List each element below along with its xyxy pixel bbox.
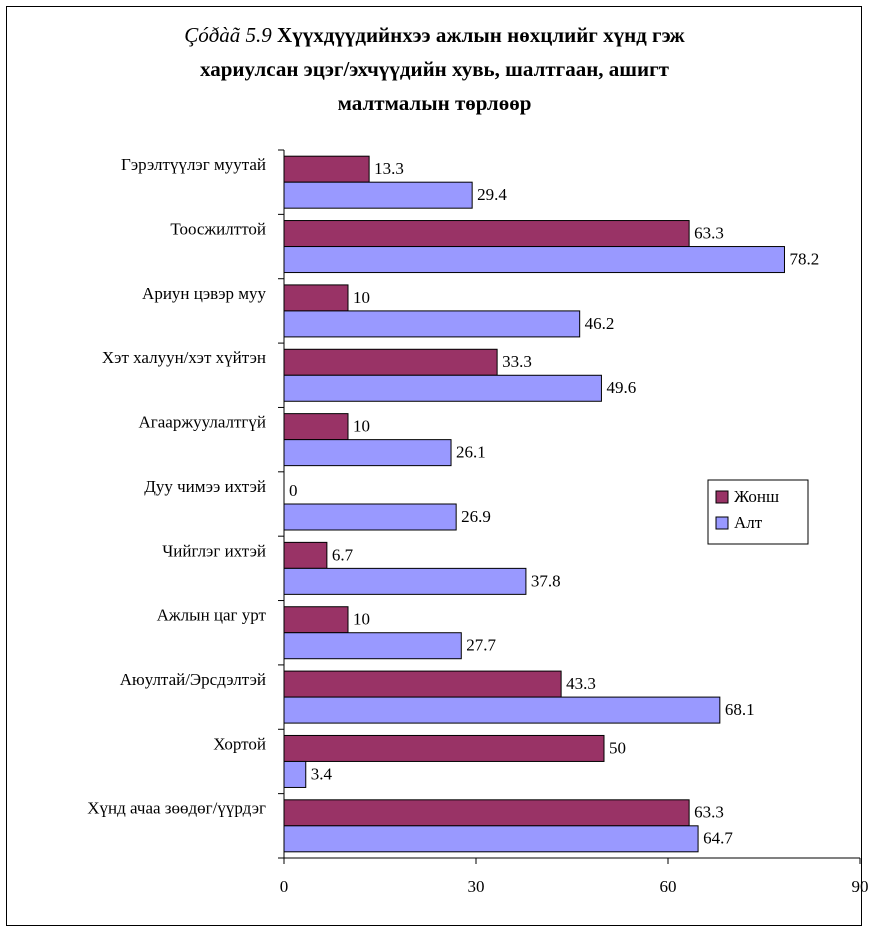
bar-alt xyxy=(283,374,602,402)
bar-jonsh xyxy=(283,734,605,762)
data-label: 10 xyxy=(353,610,370,629)
bar-alt xyxy=(283,181,473,209)
bar-alt xyxy=(283,567,527,595)
bar-alt xyxy=(283,632,462,660)
category-label: Агааржуулалтгүй xyxy=(139,413,267,432)
bar-alt xyxy=(283,696,721,724)
bar-alt xyxy=(283,439,452,467)
data-label: 26.9 xyxy=(461,507,491,526)
data-label: 6.7 xyxy=(332,545,354,564)
bar-jonsh xyxy=(283,155,370,183)
bar-alt xyxy=(283,310,581,338)
data-label: 27.7 xyxy=(466,636,496,655)
data-label: 78.2 xyxy=(789,249,819,268)
data-label: 10 xyxy=(353,288,370,307)
category-label: Ажлын цаг урт xyxy=(157,606,267,625)
bar-jonsh xyxy=(283,348,498,376)
title-line-2: хариулсан эцэг/эхчүүдийн хувь, шалтгаан,… xyxy=(199,57,669,81)
category-label: Хэт халуун/хэт хүйтэн xyxy=(102,348,266,367)
category-label: Дуу чимээ ихтэй xyxy=(144,477,266,496)
x-tick-label: 30 xyxy=(468,877,485,896)
bar-jonsh xyxy=(283,799,690,827)
data-label: 64.7 xyxy=(703,829,733,848)
data-label: 43.3 xyxy=(566,674,596,693)
category-label: Гэрэлтүүлэг муутай xyxy=(121,155,266,174)
bar-jonsh xyxy=(283,606,349,634)
data-label: 13.3 xyxy=(374,159,404,178)
bar-alt xyxy=(283,503,457,531)
data-label: 63.3 xyxy=(694,223,724,242)
category-label: Тоосжилттой xyxy=(170,219,266,238)
legend-label: Жонш xyxy=(734,487,779,506)
data-label: 46.2 xyxy=(585,314,615,333)
bar-alt xyxy=(283,825,699,853)
x-tick-label: 0 xyxy=(280,877,289,896)
bar-jonsh xyxy=(283,413,349,441)
title-line-3: малтмалын төрлөөр xyxy=(337,91,532,115)
bar-alt xyxy=(283,760,307,788)
data-label: 3.4 xyxy=(311,764,333,783)
data-label: 49.6 xyxy=(606,378,636,397)
legend-swatch xyxy=(715,516,729,530)
x-tick-label: 90 xyxy=(852,877,869,896)
data-label: 50 xyxy=(609,738,626,757)
chart-title: Çóðàã 5.9 Хүүхдүүдийнхээ ажлын нөхцлийг … xyxy=(0,18,869,120)
data-label: 0 xyxy=(289,481,298,500)
bar-jonsh xyxy=(283,670,562,698)
category-label: Хүнд ачаа зөөдөг/үүрдэг xyxy=(87,799,266,818)
bar-jonsh xyxy=(283,541,328,569)
data-label: 37.8 xyxy=(531,571,561,590)
figure-number: Çóðàã 5.9 xyxy=(184,23,272,47)
x-tick-label: 60 xyxy=(660,877,677,896)
category-label: Аюултай/Эрсдэлтэй xyxy=(120,670,266,689)
category-label: Хортой xyxy=(213,734,266,753)
title-line-1: Хүүхдүүдийнхээ ажлын нөхцлийг хүнд гэж xyxy=(277,23,685,47)
data-label: 29.4 xyxy=(477,185,507,204)
data-label: 68.1 xyxy=(725,700,755,719)
legend-swatch xyxy=(715,490,729,504)
data-label: 33.3 xyxy=(502,352,532,371)
category-label: Ариун цэвэр муу xyxy=(142,284,266,303)
bar-jonsh xyxy=(283,220,690,248)
data-label: 63.3 xyxy=(694,803,724,822)
bar-jonsh xyxy=(283,284,349,312)
bar-alt xyxy=(283,246,785,274)
data-label: 26.1 xyxy=(456,443,486,462)
legend-label: Алт xyxy=(734,513,763,532)
data-label: 10 xyxy=(353,417,370,436)
category-label: Чийглэг ихтэй xyxy=(162,541,266,560)
